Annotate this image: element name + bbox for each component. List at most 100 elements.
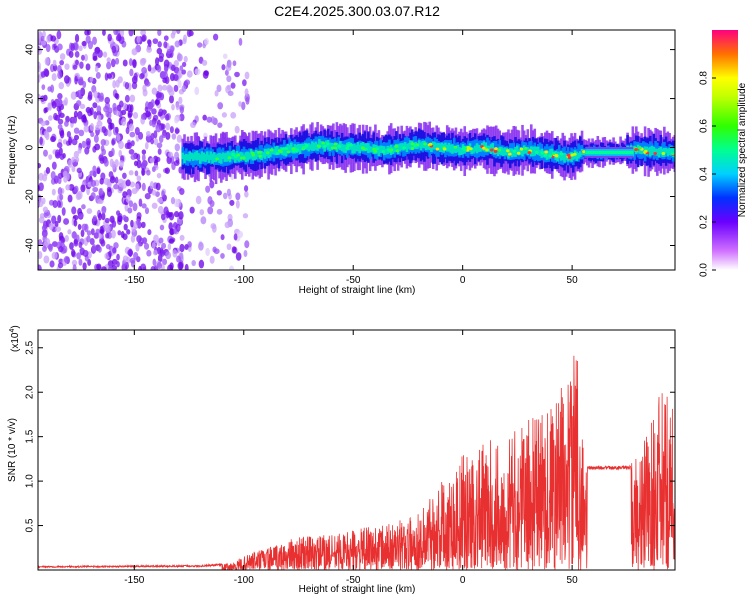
spectrogram-noise-cell xyxy=(69,242,74,250)
spectrogram-noise-cell xyxy=(38,239,43,246)
spectrogram-ridge-cell xyxy=(547,151,551,159)
spectrogram-ridge-cell xyxy=(431,141,435,150)
spectrogram-noise-cell xyxy=(101,266,107,270)
spectrogram-peak-cell xyxy=(333,146,338,150)
spectrogram-ridge-cell xyxy=(227,151,230,162)
spectrogram-peak-cell xyxy=(250,151,255,155)
spectrogram-noise-cell xyxy=(147,64,152,72)
spectrogram-y-ticks: -40 -20 0 20 40 xyxy=(25,44,675,253)
spectrogram-ridge-cell xyxy=(262,152,265,158)
spectrogram-peak-cell xyxy=(638,146,642,150)
spectrogram-noise-cell xyxy=(39,136,43,145)
spectrogram-ridge-cell xyxy=(221,152,225,160)
spectrogram-noise-cell xyxy=(170,64,176,72)
colorbar: 0.0 0.2 0.4 0.6 0.8 Normalized spectral ampl… xyxy=(699,30,748,277)
spectrogram-noise-cell xyxy=(52,200,58,209)
spectrogram-noise-cell xyxy=(92,186,99,193)
spectrogram-noise-cell xyxy=(100,145,105,152)
spectrogram-noise-cell xyxy=(73,150,79,159)
spectrogram-noise-cell xyxy=(217,102,224,110)
spectrogram-noise-cell xyxy=(233,233,238,241)
spectrogram-y-label: Frequency (Hz) xyxy=(7,116,18,185)
spectrogram-y-tick-label: 20 xyxy=(25,93,36,105)
spectrogram-noise-cell xyxy=(127,207,133,214)
spectrogram-noise-cell xyxy=(72,264,77,270)
spectrogram-noise-cell xyxy=(117,178,124,187)
spectrogram-peak-cell xyxy=(670,152,675,156)
spectrogram-noise-cell xyxy=(112,102,117,111)
spectrogram-ridge-cell xyxy=(207,154,211,164)
spectrogram-peak-cell xyxy=(389,148,394,152)
spectrogram-noise-cell xyxy=(224,69,229,76)
spectrogram-noise-cell xyxy=(71,231,77,239)
spectrogram-noise-cell xyxy=(75,156,80,163)
spectrogram-noise-cell xyxy=(89,76,94,83)
spectrogram-peak-cell xyxy=(497,148,502,152)
spectrogram-noise-cell xyxy=(102,30,106,36)
spectrogram-noise-cell xyxy=(38,216,45,224)
spectrogram-noise-cell xyxy=(222,53,228,59)
spectrogram-ridge-cell xyxy=(239,151,242,161)
spectrogram-noise-cell xyxy=(92,36,97,46)
spectrogram-ridge-cell xyxy=(638,145,642,154)
spectrogram-noise-cell xyxy=(42,30,46,38)
spectrogram-ridge-cell xyxy=(319,141,323,147)
spectrogram-peak-cell xyxy=(566,153,571,157)
colorbar-gradient xyxy=(712,30,738,270)
spectrogram-noise-cell xyxy=(128,123,134,132)
spectrogram-peak-cell xyxy=(559,152,564,156)
spectrogram-noise-cell xyxy=(133,72,138,81)
colorbar-tick-label: 0.0 xyxy=(699,263,710,277)
spectrogram-noise-cell xyxy=(81,54,85,61)
spectrogram-noise-cell xyxy=(103,158,109,167)
spectrogram-noise-cell xyxy=(197,42,203,48)
spectrogram-noise-cell xyxy=(125,126,130,135)
spectrogram-peak-cell xyxy=(516,151,521,155)
spectrogram-noise-cell xyxy=(171,30,177,36)
spectrogram-ridge-cell xyxy=(181,152,185,160)
spectrogram-noise-cell xyxy=(174,40,180,48)
spectrogram-noise-cell xyxy=(203,37,209,46)
spectrogram-noise-cell xyxy=(118,100,124,108)
snr-y-tick-label: 1.5 xyxy=(25,429,36,443)
spectrogram-noise-cell xyxy=(226,188,231,197)
spectrogram-noise-cell xyxy=(198,259,205,269)
spectrogram-noise-cell xyxy=(38,162,42,169)
spectrogram-peak-cell xyxy=(413,144,417,148)
spectrogram-peak-cell xyxy=(489,148,494,152)
spectrogram-noise-cell xyxy=(82,80,87,88)
spectrogram-ridge-cell xyxy=(649,146,652,157)
spectrogram-noise-cell xyxy=(89,122,95,132)
spectrogram-noise-cell xyxy=(98,188,103,197)
spectrogram-noise-cell xyxy=(171,103,175,111)
spectrogram-noise-cell xyxy=(44,237,51,246)
spectrogram-noise-cell xyxy=(45,43,51,53)
spectrogram-noise-cell xyxy=(156,47,163,55)
spectrogram-noise-cell xyxy=(189,206,195,214)
spectrogram-noise-cell xyxy=(205,247,210,257)
spectrogram-peak-cell xyxy=(548,154,553,158)
spectrogram-peak-cell xyxy=(302,146,307,150)
spectrogram-peak-cell xyxy=(494,147,498,151)
spectrogram-noise-cell xyxy=(129,68,134,77)
spectrogram-noise-cell xyxy=(53,112,58,121)
spectrogram-peak-cell xyxy=(349,143,353,147)
spectrogram-noise-cell xyxy=(166,155,172,165)
spectrogram-peak-cell xyxy=(512,149,517,153)
spectrogram-noise-cell xyxy=(176,134,183,143)
spectrogram-noise-cell xyxy=(127,110,133,118)
spectrogram-peak-cell xyxy=(485,148,489,152)
spectrogram-peak-cell xyxy=(231,152,235,156)
spectrogram-noise-cell xyxy=(220,234,225,241)
spectrogram-noise-cell xyxy=(103,177,110,186)
spectrogram-noise-cell xyxy=(117,230,122,236)
spectrogram-noise-cell xyxy=(94,47,101,55)
spectrogram-noise-cell xyxy=(157,246,161,255)
spectrogram-noise-cell xyxy=(92,102,98,109)
spectrogram-noise-cell xyxy=(96,105,102,113)
spectrogram-noise-cell xyxy=(97,198,103,205)
spectrogram-noise-cell xyxy=(115,110,121,117)
spectrogram-noise-cell xyxy=(141,153,146,162)
spectrogram-noise-cell xyxy=(136,235,142,243)
spectrogram-noise-cell xyxy=(156,64,162,73)
